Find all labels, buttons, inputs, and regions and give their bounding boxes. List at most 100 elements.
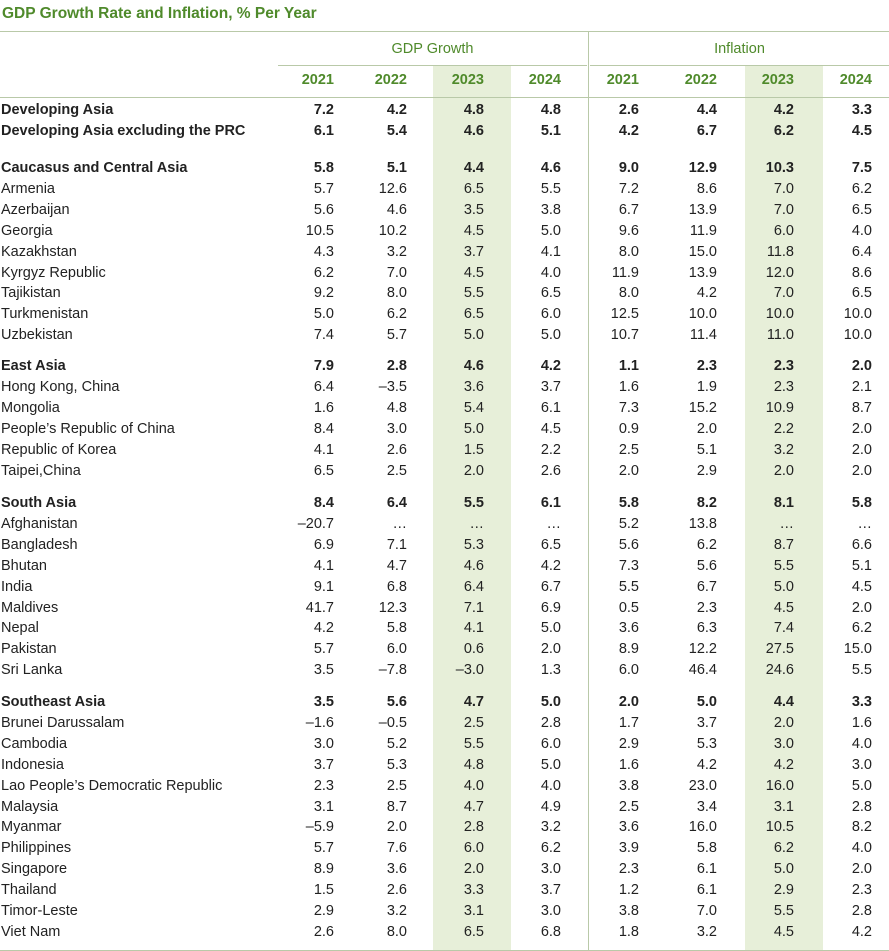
cell-value: 6.0 <box>773 222 794 239</box>
cell-value: 15.0 <box>688 243 717 260</box>
cell-value: 1.5 <box>463 441 484 458</box>
cell-value: 3.0 <box>773 735 794 752</box>
cell-value: 8.0 <box>618 285 639 302</box>
cell-value: 3.1 <box>463 903 484 919</box>
cell-value: 1.2 <box>618 882 639 899</box>
year-header: 2022 <box>374 72 407 88</box>
cell-value: 4.4 <box>463 160 484 176</box>
cell-value: 8.7 <box>773 536 794 553</box>
cell-value: 2.0 <box>851 358 872 374</box>
cell-value: 6.7 <box>696 578 717 595</box>
cell-value: 10.0 <box>765 306 794 323</box>
rule <box>0 97 889 98</box>
cell-value: 4.5 <box>463 264 484 281</box>
row-label: People’s Republic of China <box>1 420 175 437</box>
cell-value: 7.2 <box>618 180 639 197</box>
cell-value: 4.4 <box>773 694 794 710</box>
row-label: Sri Lanka <box>1 662 63 679</box>
cell-value: 4.1 <box>540 243 561 260</box>
cell-value: 5.1 <box>851 557 872 574</box>
cell-value: 4.0 <box>851 735 872 752</box>
cell-value: 2.6 <box>540 462 561 479</box>
cell-value: 5.1 <box>386 160 407 176</box>
cell-value: 2.2 <box>540 441 561 458</box>
row-label: Uzbekistan <box>1 327 73 344</box>
cell-value: 5.0 <box>313 306 334 323</box>
cell-value: 4.8 <box>540 102 561 118</box>
cell-value: 5.5 <box>618 578 639 595</box>
cell-value: 6.4 <box>313 378 334 395</box>
cell-value: 3.7 <box>313 756 334 773</box>
cell-value: 9.0 <box>618 160 639 176</box>
cell-value: 4.7 <box>463 694 484 710</box>
row-label: Bhutan <box>1 557 47 574</box>
cell-value: 8.7 <box>386 798 407 815</box>
row-label: Indonesia <box>1 756 64 773</box>
cell-value: 3.1 <box>773 798 794 815</box>
cell-value: –0.5 <box>378 714 407 731</box>
cell-value: 1.1 <box>618 358 639 374</box>
row-label: Pakistan <box>1 641 57 658</box>
cell-value: 6.7 <box>618 201 639 218</box>
cell-value: 5.5 <box>773 903 794 919</box>
cell-value: 4.7 <box>463 798 484 815</box>
cell-value: 27.5 <box>765 641 794 658</box>
cell-value: 6.7 <box>696 122 717 139</box>
cell-value: 1.6 <box>851 714 872 731</box>
cell-value: 12.9 <box>688 160 717 176</box>
cell-value: 8.0 <box>386 285 407 302</box>
cell-value: 8.4 <box>313 495 334 511</box>
cell-value: 6.9 <box>540 599 561 616</box>
cell-value: 1.8 <box>618 923 639 940</box>
cell-value: 2.3 <box>851 882 872 899</box>
cell-value: 2.0 <box>851 441 872 458</box>
cell-value: 2.5 <box>386 462 407 479</box>
cell-value: 3.7 <box>696 714 717 731</box>
cell-value: 11.0 <box>766 327 794 344</box>
cell-value: 3.2 <box>386 243 407 260</box>
cell-value: 9.1 <box>313 578 334 595</box>
cell-value: 46.4 <box>688 662 717 679</box>
cell-value: 7.4 <box>313 327 334 344</box>
cell-value: 11.8 <box>766 243 794 260</box>
cell-value: 7.0 <box>773 180 794 197</box>
year-header: 2023 <box>761 72 794 88</box>
cell-value: 6.0 <box>386 641 407 658</box>
cell-value: 6.0 <box>540 306 561 323</box>
cell-value: 3.6 <box>618 620 639 637</box>
cell-value: 5.6 <box>618 536 639 553</box>
cell-value: 6.2 <box>773 840 794 857</box>
cell-value: 3.7 <box>540 378 561 395</box>
cell-value: 2.9 <box>696 462 717 479</box>
cell-value: 5.0 <box>696 694 717 710</box>
cell-value: 6.8 <box>540 923 561 940</box>
year-header: 2023 <box>451 72 484 88</box>
cell-value: 16.0 <box>765 777 794 794</box>
cell-value: 3.6 <box>463 378 484 395</box>
cell-value: 2.0 <box>463 861 484 878</box>
row-label: Tajikistan <box>1 285 61 302</box>
cell-value: 5.0 <box>463 327 484 344</box>
cell-value: –3.5 <box>378 378 407 395</box>
row-label: Kyrgyz Republic <box>1 264 106 281</box>
cell-value: 2.3 <box>773 378 794 395</box>
cell-value: 5.2 <box>618 515 639 532</box>
row-label-bold: Developing Asia <box>1 102 114 118</box>
cell-value: 1.5 <box>313 882 334 899</box>
cell-value: 1.3 <box>540 662 561 679</box>
cell-value: 6.2 <box>696 536 717 553</box>
cell-value: 6.4 <box>463 578 484 595</box>
cell-value: 2.0 <box>386 819 407 836</box>
year-header: 2024 <box>839 72 872 88</box>
cell-value: 1.6 <box>618 756 639 773</box>
row-label: Singapore <box>1 861 68 878</box>
cell-value: 4.2 <box>540 557 561 574</box>
cell-value: 2.2 <box>773 420 794 437</box>
cell-value: 12.5 <box>610 306 639 323</box>
row-label: Philippines <box>1 840 72 857</box>
row-label: Taipei,China <box>1 462 81 479</box>
cell-value: 3.6 <box>618 819 639 836</box>
cell-value: 3.3 <box>851 102 872 118</box>
cell-value: 3.5 <box>463 201 484 218</box>
cell-value: 4.5 <box>851 578 872 595</box>
